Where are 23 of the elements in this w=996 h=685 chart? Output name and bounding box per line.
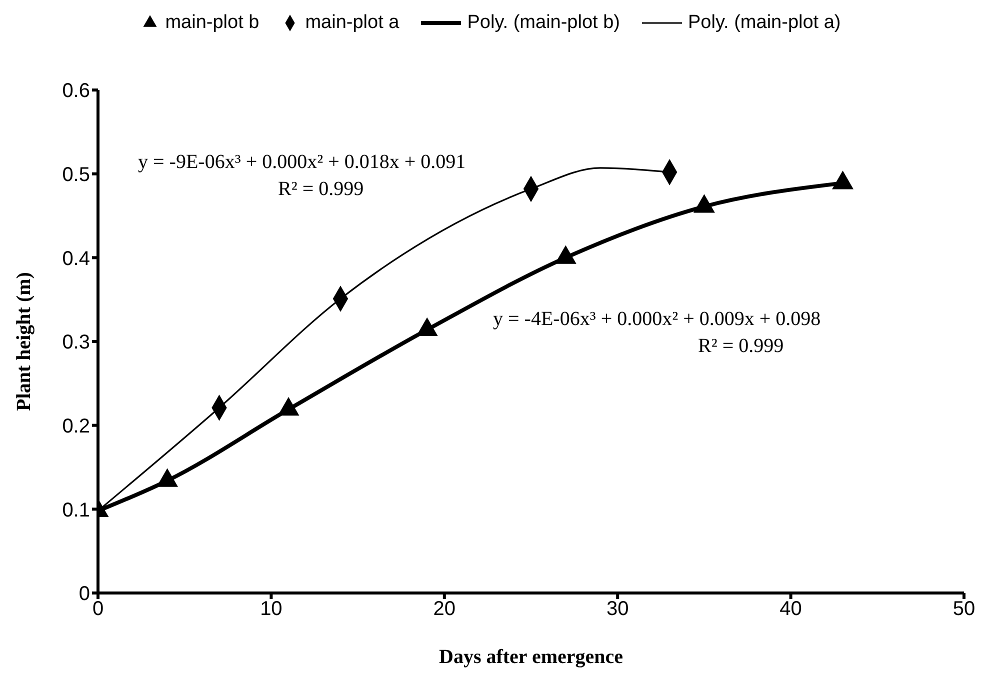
legend-label: main-plot a xyxy=(305,12,400,34)
y-tick-label: 0.4 xyxy=(62,248,90,270)
y-tick-label: 0.6 xyxy=(62,80,90,102)
annotation: y = -9E-06x³ + 0.000x² + 0.018x + 0.091 xyxy=(138,151,466,174)
x-tick-label: 40 xyxy=(780,598,802,620)
x-tick-label: 20 xyxy=(433,598,456,620)
y-tick-label: 0.3 xyxy=(62,332,90,354)
x-axis-title: Days after emergence xyxy=(439,646,624,668)
legend-label: Poly. (main-plot b) xyxy=(467,12,620,34)
legend-label: main-plot b xyxy=(165,12,260,34)
y-tick-label: 0.2 xyxy=(62,415,90,438)
x-tick-label: 10 xyxy=(260,598,282,620)
y-axis-title: Plant height (m) xyxy=(13,272,36,411)
x-tick-label: 50 xyxy=(952,598,976,620)
y-tick-label: 0.5 xyxy=(62,164,90,186)
x-tick-label: 30 xyxy=(606,598,629,620)
annotation: y = -4E-06x³ + 0.000x² + 0.009x + 0.098 xyxy=(493,308,821,331)
y-tick-label: 0.1 xyxy=(62,499,90,522)
x-tick-label: 0 xyxy=(92,598,104,620)
annotation: R² = 0.999 xyxy=(278,178,364,201)
legend-label: Poly. (main-plot a) xyxy=(688,12,841,34)
annotation: R² = 0.999 xyxy=(698,335,784,358)
y-tick-label: 0 xyxy=(78,583,90,606)
